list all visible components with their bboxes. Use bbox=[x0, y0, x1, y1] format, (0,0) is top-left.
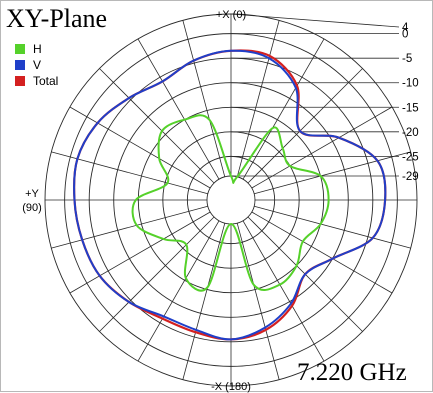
series-line-h bbox=[131, 114, 330, 292]
radial-tick-label: 0 bbox=[402, 29, 408, 41]
label-plus-x: +X (0) bbox=[216, 9, 246, 21]
radial-tick-label: -5 bbox=[402, 53, 412, 65]
legend-item-h: H bbox=[15, 41, 58, 57]
radial-tick-label: -20 bbox=[402, 127, 419, 139]
legend-item-total: Total bbox=[15, 73, 58, 89]
legend-label-v: V bbox=[33, 58, 42, 72]
radial-tick-label: 4 bbox=[402, 22, 409, 34]
radial-tick-label: -29 bbox=[402, 171, 419, 183]
radial-tick-labels: 40 -5 -10 -15 -20 -25 -29 bbox=[230, 13, 419, 183]
chart-title: XY-Plane bbox=[6, 4, 108, 33]
grid-spoke bbox=[251, 106, 393, 189]
grid-spoke bbox=[69, 106, 211, 189]
grid-spoke bbox=[236, 223, 280, 380]
grid-spoke bbox=[247, 68, 363, 184]
grid-spoke bbox=[99, 68, 215, 184]
legend-swatch-total bbox=[15, 76, 25, 86]
grid-spoke bbox=[236, 20, 280, 177]
grid-spoke bbox=[51, 205, 208, 249]
legend-label-total: Total bbox=[33, 74, 59, 88]
pattern-curves bbox=[72, 49, 387, 341]
grid-spoke bbox=[69, 211, 211, 294]
radial-tick-label: -25 bbox=[402, 151, 419, 163]
legend-swatch-h bbox=[15, 44, 25, 54]
legend-swatch-v bbox=[15, 60, 25, 70]
grid-spoke bbox=[182, 223, 226, 380]
polar-grid bbox=[44, 13, 418, 387]
grid-spoke bbox=[99, 216, 215, 332]
radial-tick-label: -15 bbox=[402, 102, 419, 114]
legend-label-h: H bbox=[33, 42, 42, 56]
grid-spoke bbox=[137, 220, 220, 362]
frequency-label: 7.220 GHz bbox=[297, 359, 407, 386]
grid-spoke bbox=[254, 151, 411, 195]
grid-spoke bbox=[242, 38, 325, 180]
grid-spoke bbox=[251, 211, 393, 294]
label-plus-y-angle: (90) bbox=[22, 202, 42, 214]
grid-spoke bbox=[242, 220, 325, 362]
direction-labels: +X (0) -X (180) +Y (90) bbox=[22, 9, 251, 393]
tick-leader bbox=[230, 13, 400, 28]
grid-ring bbox=[206, 175, 256, 225]
grid-spoke bbox=[137, 38, 220, 180]
grid-spoke bbox=[182, 20, 226, 177]
radial-tick-label: -10 bbox=[402, 78, 419, 90]
legend-item-v: V bbox=[15, 57, 58, 73]
legend: H V Total bbox=[15, 41, 58, 89]
label-minus-x: -X (180) bbox=[211, 381, 251, 393]
grid-spoke bbox=[254, 205, 411, 249]
series-line-v bbox=[73, 49, 387, 341]
label-plus-y: +Y bbox=[25, 188, 39, 200]
